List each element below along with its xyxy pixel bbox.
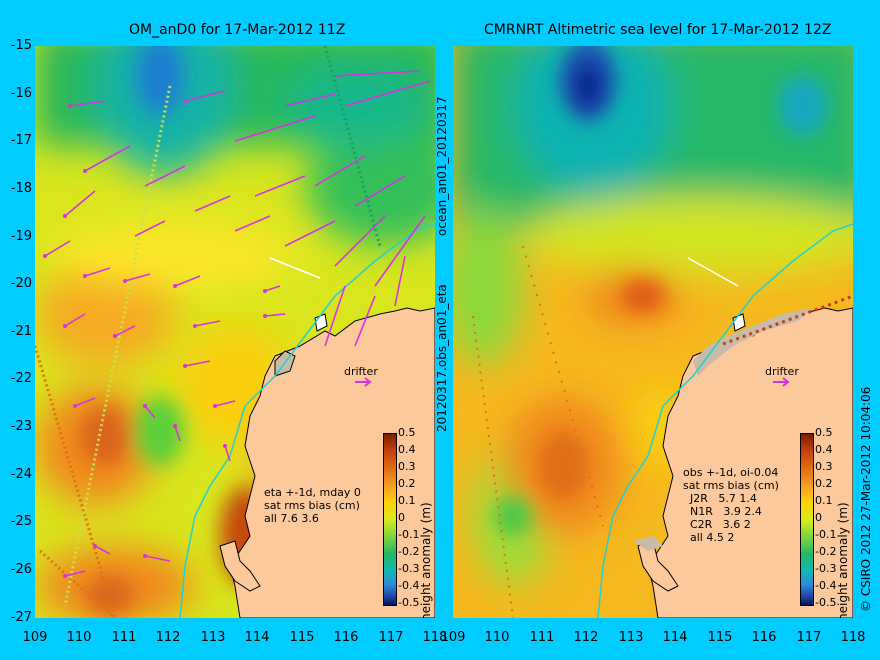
lon-tick-label: 110 <box>484 630 510 645</box>
cbar-tick: -0.4 <box>815 579 837 592</box>
lat-tick-label: -20 <box>10 276 32 291</box>
cbar-tick: -0.4 <box>398 579 420 592</box>
cbar-tick: 0.4 <box>815 443 833 456</box>
lon-tick-label: 111 <box>111 630 137 645</box>
cbar-tick: 0.2 <box>815 477 833 490</box>
cbar-tick: -0.5 <box>815 596 837 609</box>
cbar-tick: 0.1 <box>815 494 833 507</box>
drifter-arrow-left <box>355 377 372 387</box>
cbar-tick: 0.1 <box>398 494 416 507</box>
lon-tick-label: 111 <box>529 630 555 645</box>
lat-tick-label: -24 <box>10 467 32 482</box>
cbar-tick: -0.2 <box>815 545 837 558</box>
left-colorbar-label: height anomaly (m) <box>419 502 433 618</box>
lon-tick-label: 109 <box>440 630 466 645</box>
cbar-tick: 0.5 <box>398 426 416 439</box>
lat-tick-label: -17 <box>10 133 32 148</box>
left-colorbar <box>383 433 397 606</box>
drifter-arrow-right <box>773 377 790 387</box>
right-stats-text: obs +-1d, oi-0.04 sat rms bias (cm) J2R … <box>683 466 779 544</box>
cbar-tick: -0.2 <box>398 545 420 558</box>
lat-tick-label: -23 <box>10 419 32 434</box>
cbar-tick: 0.2 <box>398 477 416 490</box>
lon-tick-label: 112 <box>155 630 181 645</box>
lat-tick-label: -27 <box>10 610 32 625</box>
drifter-label-left: drifter <box>344 365 378 378</box>
right-colorbar-label: height anomaly (m) <box>836 502 850 618</box>
lat-tick-label: -19 <box>10 229 32 244</box>
lon-tick-label: 116 <box>751 630 777 645</box>
cbar-tick: -0.3 <box>398 562 420 575</box>
left-map-panel: drifter eta +-1d, mday 0 sat rms bias (c… <box>35 46 435 618</box>
right-map-title: CMRNRT Altimetric sea level for 17-Mar-2… <box>484 22 832 38</box>
lat-tick-label: -21 <box>10 324 32 339</box>
cbar-tick: 0 <box>398 511 405 524</box>
left-map-field <box>35 46 435 618</box>
right-colorbar <box>800 433 814 606</box>
lon-tick-label: 109 <box>22 630 48 645</box>
lon-tick-label: 114 <box>662 630 688 645</box>
drifter-label-right: drifter <box>765 365 799 378</box>
middle-label-bottom: 20120317.obs_an01_eta <box>435 284 449 432</box>
middle-label-top: ocean_an01_20120317 <box>435 96 449 236</box>
lon-tick-label: 116 <box>333 630 359 645</box>
left-map-title: OM_anD0 for 17-Mar-2012 11Z <box>129 22 346 38</box>
lon-tick-label: 117 <box>796 630 822 645</box>
right-map-panel: drifter obs +-1d, oi-0.04 sat rms bias (… <box>453 46 853 618</box>
credit-text: © CSIRO 2012 27-Mar-2012 10:04:06 <box>859 386 873 612</box>
lat-tick-label: -16 <box>10 86 32 101</box>
cbar-tick: 0 <box>815 511 822 524</box>
cbar-tick: 0.4 <box>398 443 416 456</box>
lat-tick-label: -15 <box>10 38 32 53</box>
lat-tick-label: -22 <box>10 371 32 386</box>
lon-tick-label: 114 <box>244 630 270 645</box>
lon-tick-label: 118 <box>840 630 866 645</box>
lon-tick-label: 115 <box>707 630 733 645</box>
lat-tick-label: -25 <box>10 514 32 529</box>
right-map-field <box>453 46 853 618</box>
cbar-tick: 0.5 <box>815 426 833 439</box>
lon-tick-label: 110 <box>66 630 92 645</box>
left-stats-text: eta +-1d, mday 0 sat rms bias (cm) all 7… <box>264 486 361 525</box>
cbar-tick: -0.1 <box>398 528 420 541</box>
lon-tick-label: 113 <box>200 630 226 645</box>
cbar-tick: -0.3 <box>815 562 837 575</box>
cbar-tick: -0.1 <box>815 528 837 541</box>
cbar-tick: 0.3 <box>398 460 416 473</box>
lat-tick-label: -26 <box>10 562 32 577</box>
lat-tick-label: -18 <box>10 181 32 196</box>
lon-tick-label: 118 <box>422 630 448 645</box>
lon-tick-label: 112 <box>573 630 599 645</box>
lon-tick-label: 113 <box>618 630 644 645</box>
lon-tick-label: 115 <box>289 630 315 645</box>
lon-tick-label: 117 <box>378 630 404 645</box>
cbar-tick: -0.5 <box>398 596 420 609</box>
cbar-tick: 0.3 <box>815 460 833 473</box>
